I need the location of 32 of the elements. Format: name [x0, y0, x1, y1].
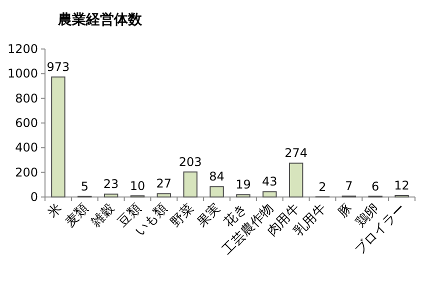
y-tick-label: 400 [15, 140, 38, 155]
data-label: 10 [130, 178, 146, 193]
data-label: 84 [209, 170, 224, 184]
data-label: 12 [394, 178, 410, 193]
bar [156, 193, 172, 198]
bar [104, 194, 118, 198]
x-tick-label: 雑穀 [88, 201, 118, 230]
chart-title: 農業経営体数 [57, 12, 143, 28]
y-tick-label: 0 [30, 190, 38, 204]
bar [51, 76, 66, 198]
data-label: 6 [372, 179, 380, 194]
data-label: 23 [103, 177, 119, 192]
bar [183, 171, 198, 198]
x-tick-label: 豚 [336, 201, 356, 222]
data-label: 5 [80, 179, 88, 194]
data-label: 203 [178, 154, 202, 169]
bar [288, 162, 304, 198]
data-label: 2 [318, 180, 326, 194]
data-label: 274 [284, 146, 308, 160]
bar [210, 186, 224, 198]
y-tick-label: 1000 [7, 66, 38, 81]
bar [236, 194, 250, 198]
data-label: 973 [46, 60, 70, 74]
y-tick-label: 200 [15, 165, 38, 180]
y-tick-label: 600 [15, 116, 38, 130]
data-label: 27 [156, 176, 172, 191]
bar [262, 191, 277, 198]
y-tick-label: 800 [15, 91, 38, 106]
data-label: 43 [262, 174, 278, 189]
data-label: 19 [236, 178, 251, 192]
y-tick-label: 1200 [7, 42, 38, 56]
data-label: 7 [345, 179, 353, 194]
